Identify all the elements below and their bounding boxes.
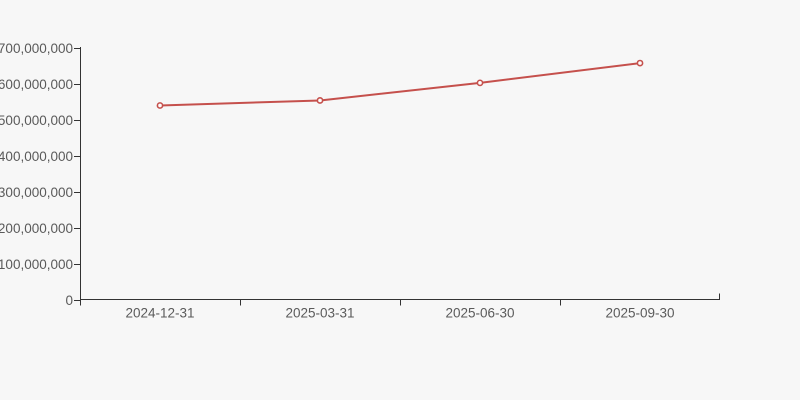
y-axis-tick-label: 400,000,000 — [0, 149, 73, 164]
y-axis-tick-label: 600,000,000 — [0, 77, 73, 92]
x-axis-category-label: 2025-09-30 — [605, 306, 674, 321]
series-line — [159, 62, 641, 107]
data-point[interactable] — [316, 97, 324, 104]
data-point[interactable] — [636, 59, 644, 67]
y-axis-tick-label: 200,000,000 — [0, 221, 73, 236]
x-axis-category-label: 2025-06-30 — [445, 306, 514, 321]
y-axis-tick-label: 0 — [65, 293, 73, 308]
y-axis-tick-label: 700,000,000 — [0, 41, 73, 56]
x-axis-category-label: 2025-03-31 — [285, 306, 354, 321]
data-point[interactable] — [476, 79, 484, 87]
y-axis-tick-label: 100,000,000 — [0, 257, 73, 272]
x-axis-category-label: 2024-12-31 — [125, 306, 194, 321]
y-axis-tick-label: 500,000,000 — [0, 113, 73, 128]
y-axis-tick-label: 300,000,000 — [0, 185, 73, 200]
data-point[interactable] — [156, 102, 164, 109]
